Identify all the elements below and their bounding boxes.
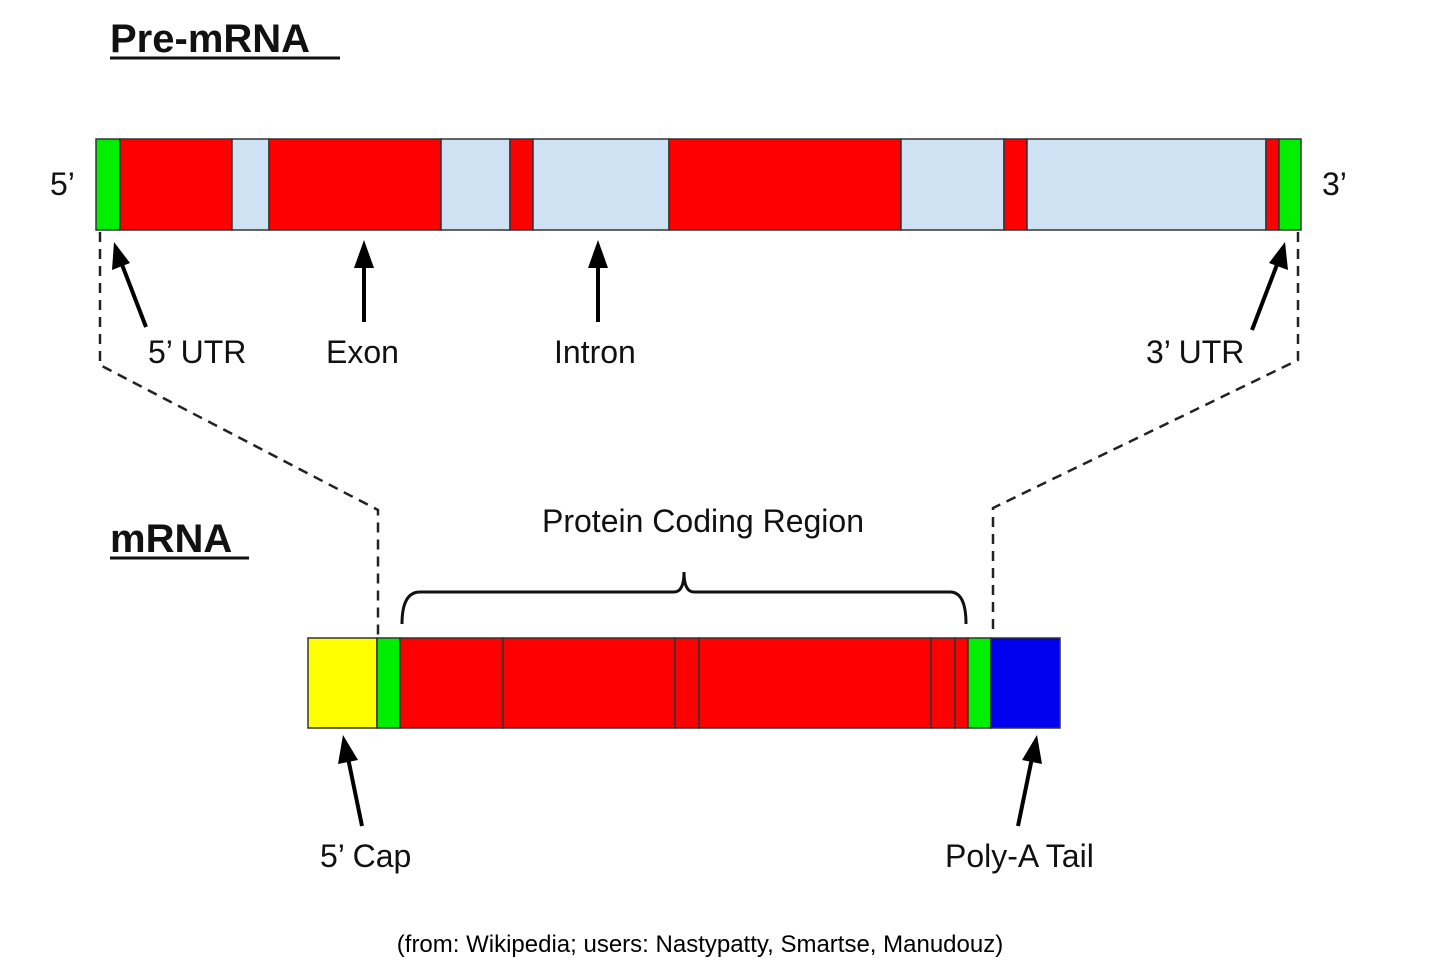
exon-label: Exon (326, 334, 399, 370)
pre-mrna-title: Pre-mRNA (110, 17, 310, 61)
exon-arrow-head (354, 240, 374, 268)
cap-arrow-head (338, 735, 358, 764)
cap-label: 5’ Cap (320, 838, 411, 874)
utr5-arrow (119, 261, 148, 328)
mrna-poly-a-tail-segment (990, 637, 1061, 729)
intron-arrow-head (588, 240, 608, 268)
poly-a-tail-label: Poly-A Tail (945, 838, 1094, 874)
pre-mrna-exon-segment (509, 138, 534, 231)
image-credit: (from: Wikipedia; users: Nastypatty, Sma… (397, 931, 1003, 958)
pre-mrna-bar (95, 138, 1302, 231)
pre-mrna-exon-segment (119, 138, 233, 231)
pre-mrna-utr3-segment (1278, 138, 1302, 231)
pre-mrna-exon-segment (1265, 138, 1280, 231)
pre-mrna-intron-segment (900, 138, 1005, 231)
mrna-exon-segment (399, 637, 504, 729)
mrna-utr5-segment (376, 637, 401, 729)
mrna-title: mRNA (110, 517, 232, 561)
left-dashed-connector (98, 232, 380, 636)
pre-mrna-exon-segment (1003, 138, 1028, 231)
mrna-exon-segment (674, 637, 700, 729)
mrna-exon-segment (930, 637, 956, 729)
right-dashed-connector (991, 232, 1300, 636)
pre-mrna-exon-segment (668, 138, 902, 231)
utr3-label: 3’ UTR (1146, 334, 1244, 370)
mrna-exon-segment (954, 637, 969, 729)
pre-mrna-intron-segment (1026, 138, 1267, 231)
utr5-label: 5’ UTR (148, 334, 246, 370)
protein-coding-brace (400, 571, 968, 625)
pre-mrna-exon-segment (268, 138, 442, 231)
cap-arrow (346, 757, 364, 827)
mrna-exon-segment (698, 637, 932, 729)
utr3-arrow-head (1269, 242, 1288, 270)
pre-mrna-utr5-segment (95, 138, 121, 231)
tail-arrow (1016, 757, 1034, 827)
mrna-arrows (338, 735, 1042, 827)
pre-mrna-intron-segment (231, 138, 270, 231)
mrna-cap-segment (307, 637, 378, 729)
pre-mrna-3-prime-end: 3’ (1322, 166, 1347, 202)
mrna-exon-segment (502, 637, 676, 729)
utr3-arrow (1250, 261, 1280, 331)
utr5-arrow-head (112, 242, 130, 270)
pre-mrna-arrows (112, 240, 1288, 331)
mrna-utr3-segment (967, 637, 992, 729)
mrna-bar (307, 637, 1061, 729)
protein-coding-region-label: Protein Coding Region (542, 503, 864, 539)
intron-label: Intron (554, 334, 636, 370)
tail-arrow-head (1022, 735, 1042, 764)
pre-mrna-5-prime-end: 5’ (50, 166, 75, 202)
pre-mrna-intron-segment (532, 138, 670, 231)
pre-mrna-intron-segment (440, 138, 511, 231)
